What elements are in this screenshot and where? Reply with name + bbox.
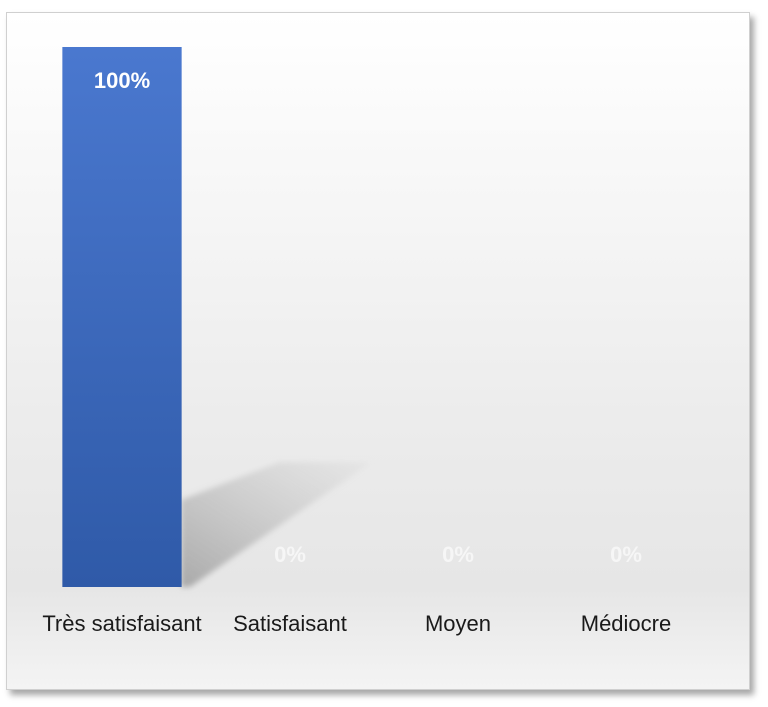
- bar: [62, 47, 182, 587]
- value-label: 0%: [442, 542, 474, 567]
- x-tick-label: Satisfaisant: [233, 611, 347, 636]
- value-label: 0%: [274, 542, 306, 567]
- x-tick-label: Très satisfaisant: [42, 611, 202, 636]
- x-tick-label: Médiocre: [580, 611, 672, 636]
- bar-shadow: [181, 462, 372, 587]
- value-label: 100%: [94, 68, 150, 93]
- x-tick-label: Moyen: [424, 611, 492, 636]
- value-label: 0%: [610, 542, 642, 567]
